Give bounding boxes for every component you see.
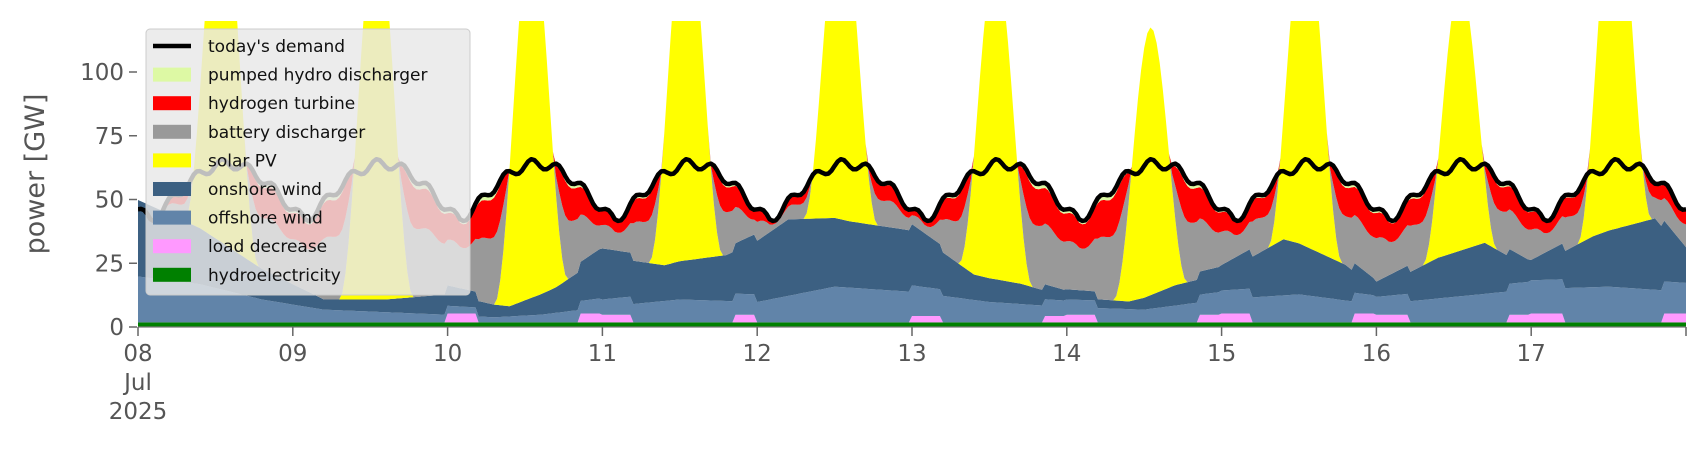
- area-load-decrease: [138, 313, 1686, 323]
- legend-swatch-battery-discharger: [153, 124, 191, 139]
- legend-box: [145, 28, 471, 296]
- legend-swatch-onshore-wind: [153, 182, 191, 196]
- y-tick-label-25: 25: [95, 251, 124, 277]
- legend-swatch-hydroelectricity: [153, 267, 191, 282]
- x-tick-label-2025-07-17-0: 17: [1517, 341, 1546, 367]
- y-tick-label-0: 0: [109, 315, 124, 341]
- y-tick-label-75: 75: [95, 124, 124, 150]
- x-tick-label-2025-07-15-0: 15: [1207, 341, 1236, 367]
- legend-swatch-load-decrease: [153, 239, 191, 254]
- legend: today's demand pumped hydro discharger hyd…: [145, 28, 471, 296]
- legend-swatch-offshore-wind: [153, 210, 191, 225]
- legend-label-hydrogen-turbine: hydrogen turbine: [208, 94, 355, 114]
- x-tick-label-2025-07-13-0: 13: [897, 341, 926, 367]
- x-tick-label-2025-07-16-0: 16: [1362, 341, 1391, 367]
- legend-label-today-s-demand: today's demand: [208, 37, 345, 57]
- legend-label-solar-pv: solar PV: [208, 151, 277, 171]
- legend-label-offshore-wind: offshore wind: [208, 209, 323, 229]
- legend-label-onshore-wind: onshore wind: [208, 180, 322, 200]
- x-tick-label-2025-07-12-0: 12: [743, 341, 772, 367]
- legend-label-battery-discharger: battery discharger: [208, 123, 365, 143]
- y-tick-label-50: 50: [95, 188, 124, 214]
- x-tick-label-2025-07-09-0: 09: [278, 341, 307, 367]
- legend-label-hydroelectricity: hydroelectricity: [208, 266, 341, 286]
- y-tick-label-100: 100: [80, 60, 124, 86]
- legend-swatch-hydrogen-turbine: [153, 96, 191, 111]
- legend-swatch-solar-pv: [153, 153, 191, 168]
- x-tick-label-2025-07-14-0: 14: [1052, 341, 1081, 367]
- axes-layer: 0 25 50 75 100 08 Jul 2025 09 10 11 12 13 14 15 16 17: [80, 60, 1687, 425]
- legend-swatch-pumped-hydro-discharger: [153, 67, 191, 82]
- x-tick-label-2025-07-08-1: Jul: [122, 370, 152, 396]
- y-axis-label: power [GW]: [20, 94, 51, 255]
- legend-label-pumped-hydro-discharger: pumped hydro discharger: [208, 66, 427, 86]
- legend-label-load-decrease: load decrease: [208, 237, 327, 257]
- area-solar-pv: [138, 21, 1686, 307]
- area-hydroelectricity: [138, 322, 1686, 327]
- x-tick-label-2025-07-08-0: 08: [123, 341, 152, 367]
- area-offshore-wind: [138, 276, 1686, 323]
- x-tick-label-2025-07-11-0: 11: [588, 341, 617, 367]
- x-tick-label-2025-07-10-0: 10: [433, 341, 462, 367]
- area-onshore-wind: [138, 200, 1686, 318]
- x-tick-label-2025-07-08-2: 2025: [109, 399, 168, 425]
